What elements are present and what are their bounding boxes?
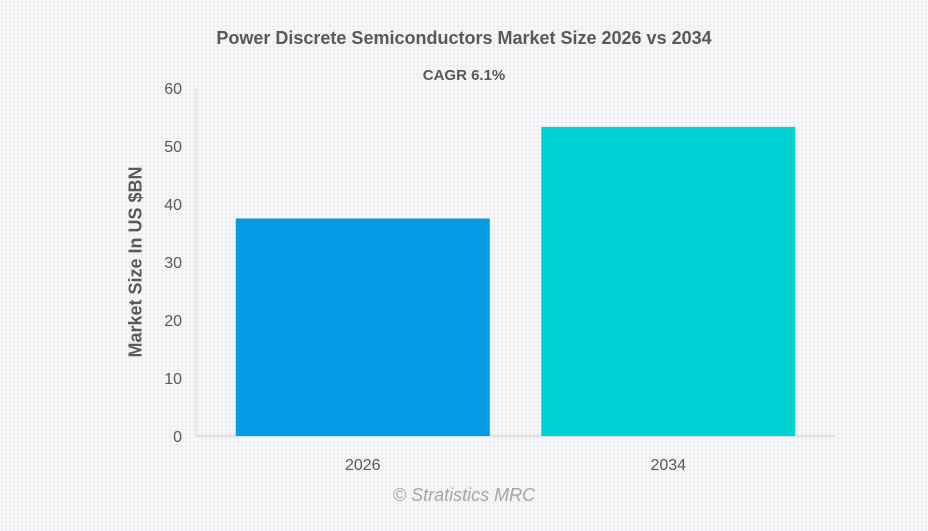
y-tick-label: 10 (164, 371, 182, 388)
chart-subtitle: CAGR 6.1% (422, 67, 506, 84)
x-tick-label: 2026 (345, 457, 381, 474)
y-tick-label: 50 (164, 139, 182, 156)
y-tick-label: 20 (164, 313, 182, 330)
y-tick-label: 60 (164, 81, 182, 98)
y-tick-label: 30 (164, 255, 182, 272)
x-tick-label: 2034 (650, 457, 686, 474)
bar-2034 (541, 126, 796, 437)
chart-title: Power Discrete Semiconductors Market Siz… (216, 28, 712, 48)
copyright-footer: © Stratistics MRC (392, 485, 536, 505)
y-tick-label: 0 (173, 429, 182, 446)
y-tick-label: 40 (164, 197, 182, 214)
bar-2026 (235, 218, 490, 436)
